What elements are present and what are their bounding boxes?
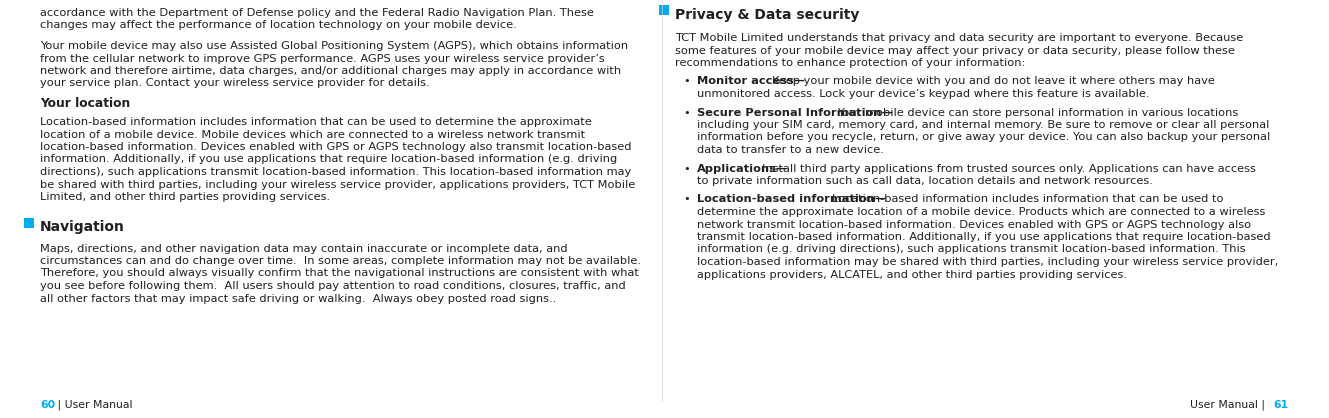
Text: to private information such as call data, location details and network resources: to private information such as call data… (696, 176, 1152, 186)
Text: changes may affect the performance of location technology on your mobile device.: changes may affect the performance of lo… (40, 20, 517, 31)
Text: Monitor access—: Monitor access— (696, 76, 805, 87)
Bar (24, 218, 35, 228)
Text: Applications—: Applications— (696, 163, 788, 173)
Text: TCT Mobile Limited understands that privacy and data security are important to e: TCT Mobile Limited understands that priv… (675, 33, 1243, 43)
Text: all other factors that may impact safe driving or walking.  Always obey posted r: all other factors that may impact safe d… (40, 293, 557, 303)
Text: directions), such applications transmit location-based information. This locatio: directions), such applications transmit … (40, 167, 631, 177)
Text: Install third party applications from trusted sources only. Applications can hav: Install third party applications from tr… (762, 163, 1256, 173)
Text: Your location: Your location (40, 97, 130, 110)
Text: information. Additionally, if you use applications that require location-based i: information. Additionally, if you use ap… (40, 155, 617, 165)
Bar (659, 5, 668, 15)
Text: Maps, directions, and other navigation data may contain inaccurate or incomplete: Maps, directions, and other navigation d… (40, 244, 567, 253)
Text: accordance with the Department of Defense policy and the Federal Radio Navigatio: accordance with the Department of Defens… (40, 8, 594, 18)
Text: determine the approximate location of a mobile device. Products which are connec: determine the approximate location of a … (696, 207, 1265, 217)
Text: Navigation: Navigation (40, 221, 125, 234)
Text: User Manual |: User Manual | (1189, 400, 1275, 410)
Text: •: • (683, 76, 690, 87)
Text: information (e.g. driving directions), such applications transmit location-based: information (e.g. driving directions), s… (696, 245, 1245, 255)
Text: location-based information may be shared with third parties, including your wire: location-based information may be shared… (696, 257, 1278, 267)
Text: data to transfer to a new device.: data to transfer to a new device. (696, 145, 884, 155)
Text: recommendations to enhance protection of your information:: recommendations to enhance protection of… (675, 58, 1026, 68)
Text: network transmit location-based information. Devices enabled with GPS or AGPS te: network transmit location-based informat… (696, 219, 1251, 229)
Text: Location-based information includes information that can be used to determine th: Location-based information includes info… (40, 117, 591, 127)
Text: Secure Personal Information—: Secure Personal Information— (696, 107, 893, 117)
Text: including your SIM card, memory card, and internal memory. Be sure to remove or : including your SIM card, memory card, an… (696, 120, 1269, 130)
Text: Your mobile device may also use Assisted Global Positioning System (AGPS), which: Your mobile device may also use Assisted… (40, 41, 629, 51)
Text: from the cellular network to improve GPS performance. AGPS uses your wireless se: from the cellular network to improve GPS… (40, 54, 605, 64)
Text: location of a mobile device. Mobile devices which are connected to a wireless ne: location of a mobile device. Mobile devi… (40, 130, 585, 140)
Text: Location-based information includes information that can be used to: Location-based information includes info… (832, 194, 1224, 204)
Text: transmit location-based information. Additionally, if you use applications that : transmit location-based information. Add… (696, 232, 1271, 242)
Text: location-based information. Devices enabled with GPS or AGPS technology also tra: location-based information. Devices enab… (40, 142, 631, 152)
Text: Therefore, you should always visually confirm that the navigational instructions: Therefore, you should always visually co… (40, 268, 639, 278)
Text: you see before following them.  All users should pay attention to road condition: you see before following them. All users… (40, 281, 626, 291)
Text: be shared with third parties, including your wireless service provider, applicat: be shared with third parties, including … (40, 179, 635, 189)
Text: •: • (683, 107, 690, 117)
Text: network and therefore airtime, data charges, and/or additional charges may apply: network and therefore airtime, data char… (40, 66, 621, 76)
Text: | User Manual: | User Manual (54, 400, 133, 410)
Text: 60: 60 (40, 400, 54, 410)
Text: information before you recycle, return, or give away your device. You can also b: information before you recycle, return, … (696, 133, 1271, 143)
Text: Privacy & Data security: Privacy & Data security (675, 8, 860, 22)
Text: circumstances can and do change over time.  In some areas, complete information : circumstances can and do change over tim… (40, 256, 641, 266)
Text: Keep your mobile device with you and do not leave it where others may have: Keep your mobile device with you and do … (772, 76, 1215, 87)
Text: •: • (683, 163, 690, 173)
Text: some features of your mobile device may affect your privacy or data security, pl: some features of your mobile device may … (675, 46, 1235, 56)
Text: applications providers, ALCATEL, and other third parties providing services.: applications providers, ALCATEL, and oth… (696, 270, 1127, 280)
Text: Limited, and other third parties providing services.: Limited, and other third parties providi… (40, 192, 330, 202)
Text: 61: 61 (1275, 400, 1289, 410)
Text: unmonitored access. Lock your device’s keypad where this feature is available.: unmonitored access. Lock your device’s k… (696, 89, 1150, 99)
Text: Your mobile device can store personal information in various locations: Your mobile device can store personal in… (837, 107, 1239, 117)
Text: your service plan. Contact your wireless service provider for details.: your service plan. Contact your wireless… (40, 79, 429, 89)
Text: •: • (683, 194, 690, 204)
Text: Location-based information—: Location-based information— (696, 194, 886, 204)
